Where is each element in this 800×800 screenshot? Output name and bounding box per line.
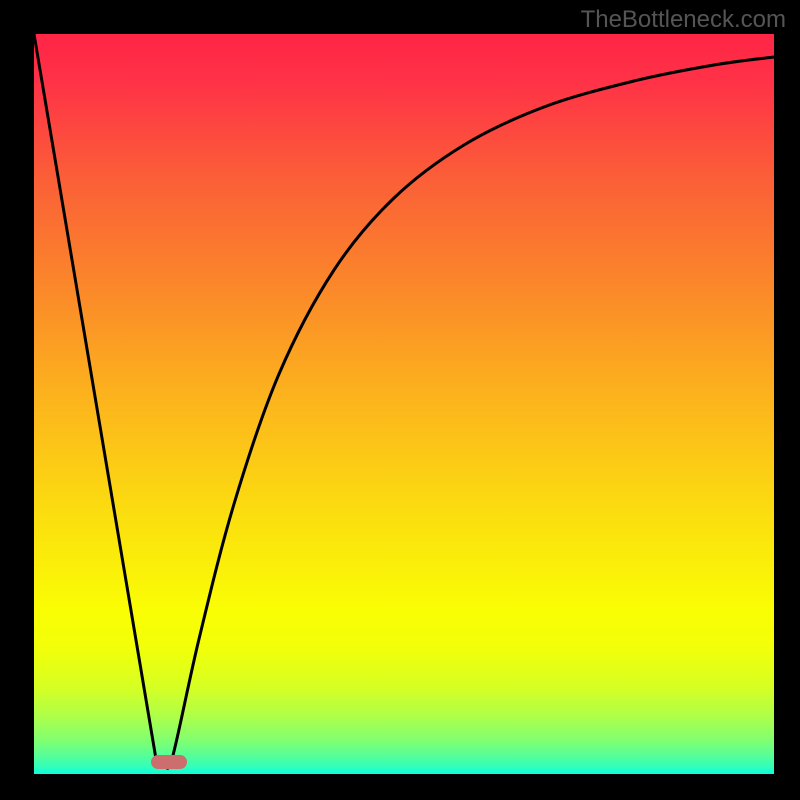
watermark-text: TheBottleneck.com [581, 6, 786, 34]
chart-container: { "watermark": { "text": "TheBottleneck.… [0, 0, 800, 800]
plot-area [34, 34, 774, 774]
min-marker [151, 755, 187, 769]
chart-curve [34, 34, 774, 774]
